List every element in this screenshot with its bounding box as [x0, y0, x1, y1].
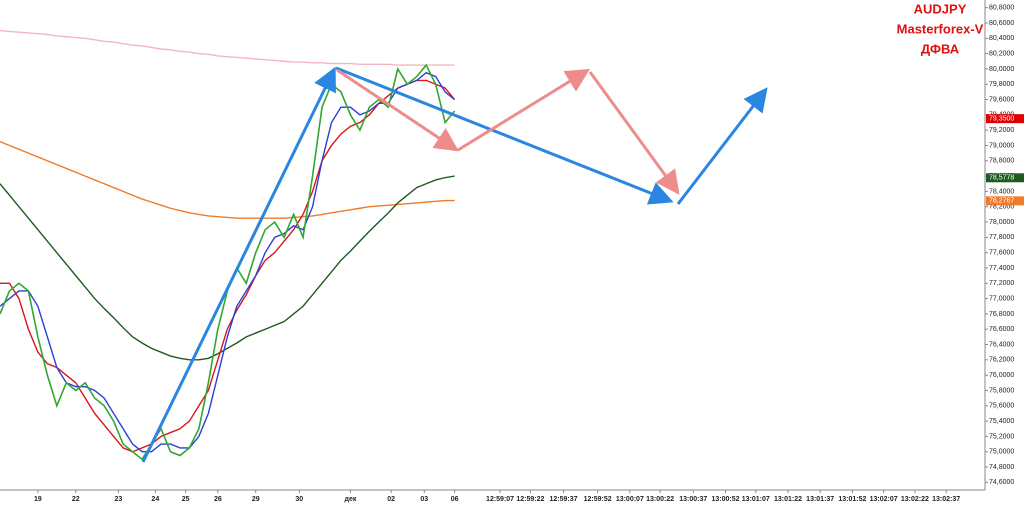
y-tick-label: 75,6000 — [989, 403, 1014, 410]
x-tick-label: 23 — [114, 496, 122, 503]
x-tick-label: 06 — [451, 496, 459, 503]
series-line — [0, 140, 455, 219]
forecast-arrows — [141, 66, 768, 463]
title-line: Masterforex-V — [897, 21, 984, 36]
y-tick-label: 75,4000 — [989, 418, 1014, 425]
y-tick-label: 76,4000 — [989, 341, 1014, 348]
series-line — [0, 175, 455, 361]
x-tick-label: 13:00:37 — [679, 496, 707, 503]
x-tick-label: 13:01:07 — [742, 496, 770, 503]
y-tick-label: 76,6000 — [989, 326, 1014, 333]
x-tick-label: 29 — [252, 496, 260, 503]
y-tick-label: 78,4000 — [989, 188, 1014, 195]
x-tick-label: 13:02:37 — [932, 496, 960, 503]
x-tick-label: 19 — [34, 496, 42, 503]
x-tick-label: 13:00:22 — [646, 496, 674, 503]
y-tick-label: 78,8000 — [989, 158, 1014, 165]
arrow — [457, 68, 591, 152]
y-tick-label: 78,0000 — [989, 219, 1014, 226]
x-tick-label: 25 — [182, 496, 190, 503]
price-marker-label: 78,5778 — [989, 175, 1014, 182]
x-tick-label: 12:59:07 — [486, 496, 514, 503]
x-tick-label: 13:00:52 — [711, 496, 739, 503]
y-tick-label: 80,8000 — [989, 5, 1014, 12]
y-tick-label: 77,8000 — [989, 234, 1014, 241]
y-tick-label: 75,8000 — [989, 387, 1014, 394]
y-tick-label: 76,2000 — [989, 357, 1014, 364]
arrow — [141, 66, 336, 463]
title-line: AUDJPY — [914, 1, 967, 16]
y-tick-label: 77,4000 — [989, 265, 1014, 272]
y-tick-label: 75,2000 — [989, 433, 1014, 440]
arrow — [588, 71, 680, 195]
y-tick-label: 80,2000 — [989, 50, 1014, 57]
x-tick-label: 24 — [151, 496, 159, 503]
x-tick-label: 12:59:37 — [550, 496, 578, 503]
x-tick-label: 30 — [295, 496, 303, 503]
series-line — [0, 29, 455, 66]
series-line — [0, 71, 456, 453]
price-marker-label: 78,2767 — [989, 198, 1014, 205]
x-tick-label: 13:02:22 — [901, 496, 929, 503]
y-tick-label: 78,2000 — [989, 204, 1014, 211]
price-marker — [986, 173, 1024, 183]
x-tick-label: 22 — [72, 496, 80, 503]
y-tick-label: 79,6000 — [989, 96, 1014, 103]
y-tick-label: 74,8000 — [989, 464, 1014, 471]
y-tick-label: 77,2000 — [989, 280, 1014, 287]
x-tick-label: 13:01:22 — [774, 496, 802, 503]
x-tick-label: 12:59:52 — [584, 496, 612, 503]
x-tick-label: 26 — [214, 496, 222, 503]
y-tick-label: 80,6000 — [989, 20, 1014, 27]
y-tick-label: 77,6000 — [989, 250, 1014, 257]
x-tick-label: 13:01:52 — [838, 496, 866, 503]
price-marker-label: 79,3500 — [989, 116, 1014, 123]
y-tick-label: 75,0000 — [989, 449, 1014, 456]
x-tick-label: 13:02:07 — [870, 496, 898, 503]
arrow — [335, 66, 674, 205]
y-tick-label: 76,8000 — [989, 311, 1014, 318]
y-tick-label: 79,8000 — [989, 81, 1014, 88]
y-tick-label: 74,6000 — [989, 479, 1014, 486]
price-marker — [986, 114, 1024, 124]
x-tick-label: 02 — [387, 496, 395, 503]
title-line: ДФВА — [921, 41, 960, 56]
y-tick-label: 79,2000 — [989, 127, 1014, 134]
x-tick-label: 13:00:07 — [616, 496, 644, 503]
y-tick-label: 80,4000 — [989, 35, 1014, 42]
x-tick-label: 03 — [420, 496, 428, 503]
arrow — [336, 68, 459, 152]
y-tick-label: 77,0000 — [989, 295, 1014, 302]
y-tick-label: 80,0000 — [989, 66, 1014, 73]
y-tick-label: 76,0000 — [989, 372, 1014, 379]
x-tick-label: 13:01:37 — [806, 496, 834, 503]
price-marker — [986, 196, 1024, 206]
x-tick-label: дек — [345, 496, 357, 503]
arrow — [676, 87, 768, 205]
x-tick-label: 12:59:22 — [516, 496, 544, 503]
y-tick-label: 79,0000 — [989, 142, 1014, 149]
